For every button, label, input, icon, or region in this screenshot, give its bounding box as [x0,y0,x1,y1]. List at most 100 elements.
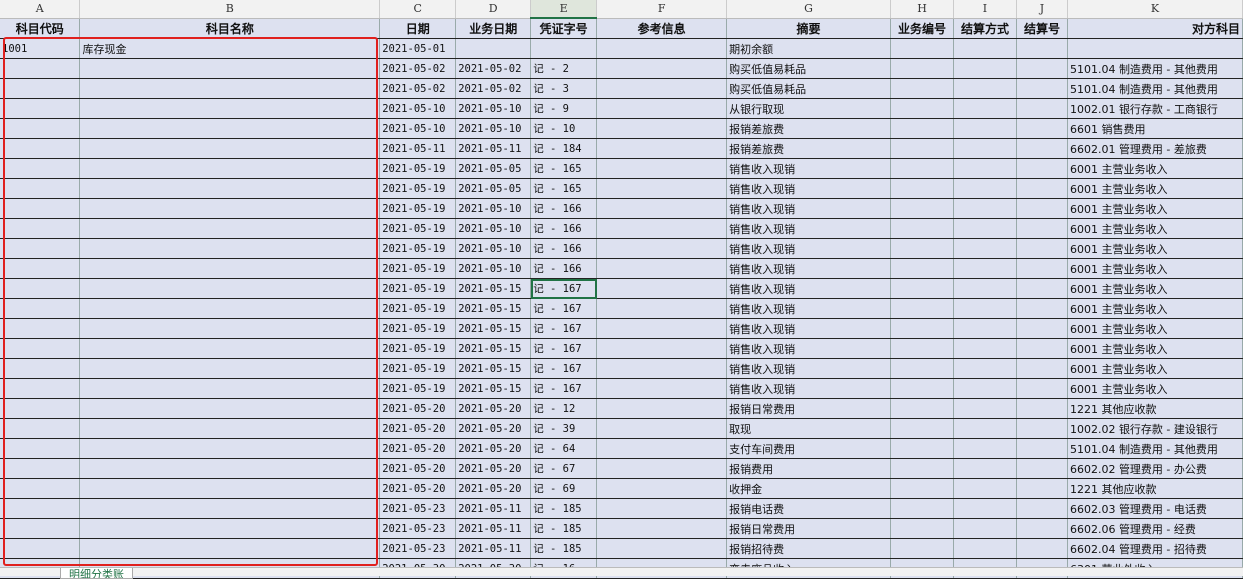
cell-E[interactable]: 记 - 167 [530,358,598,379]
cell-B[interactable] [79,518,381,539]
cell-J[interactable] [1016,238,1068,259]
cell-C[interactable]: 2021-05-19 [379,178,457,199]
cell-A[interactable] [0,478,81,499]
cell-H[interactable] [890,178,954,199]
cell-G[interactable]: 销售收入现销 [726,278,891,299]
cell-J[interactable] [1016,518,1068,539]
cell-F[interactable] [596,398,728,419]
cell-B[interactable] [79,458,381,479]
cell-D[interactable]: 2021-05-20 [455,438,532,459]
cell-I[interactable] [953,158,1017,179]
cell-D[interactable]: 2021-05-10 [455,238,532,259]
cell-I[interactable] [953,438,1017,459]
cell-I[interactable] [953,38,1017,59]
cell-G[interactable]: 收押金 [726,478,891,499]
cell-I[interactable] [953,338,1017,359]
cell-D[interactable]: 2021-05-10 [455,98,532,119]
cell-J[interactable] [1016,138,1068,159]
cell-A[interactable] [0,78,81,99]
cell-H[interactable] [890,278,954,299]
cell-J[interactable] [1016,58,1068,79]
cell-D[interactable]: 2021-05-05 [455,158,532,179]
cell-E[interactable]: 记 - 185 [530,538,598,559]
cell-F[interactable] [596,98,728,119]
cell-D[interactable]: 2021-05-11 [455,498,532,519]
cell-C[interactable]: 2021-05-19 [379,318,457,339]
cell-F[interactable] [596,118,728,139]
cell-I[interactable] [953,118,1017,139]
cell-K[interactable]: 6001 主营业务收入 [1067,278,1243,299]
column-header-E[interactable]: E [530,0,598,19]
cell-K[interactable]: 6602.06 管理费用 - 经费 [1067,518,1243,539]
cell-K[interactable]: 1002.02 银行存款 - 建设银行 [1067,418,1243,439]
cell-K[interactable]: 6601 销售费用 [1067,118,1243,139]
cell-E[interactable]: 记 - 12 [530,398,598,419]
cell-F[interactable] [596,318,728,339]
cell-K[interactable]: 6602.02 管理费用 - 办公费 [1067,458,1243,479]
cell-C[interactable]: 2021-05-02 [379,78,457,99]
cell-H[interactable] [890,38,954,59]
cell-I[interactable] [953,238,1017,259]
cell-K[interactable]: 6001 主营业务收入 [1067,298,1243,319]
cell-E[interactable]: 记 - 3 [530,78,598,99]
cell-J[interactable] [1016,118,1068,139]
cell-B[interactable]: 库存现金 [79,38,381,59]
cell-K[interactable]: 6001 主营业务收入 [1067,318,1243,339]
cell-B[interactable] [79,438,381,459]
cell-J[interactable] [1016,158,1068,179]
cell-I[interactable] [953,418,1017,439]
cell-G[interactable]: 报销招待费 [726,538,891,559]
cell-C[interactable]: 2021-05-19 [379,198,457,219]
cell-H[interactable] [890,538,954,559]
cell-A[interactable] [0,278,81,299]
cell-K[interactable]: 6001 主营业务收入 [1067,218,1243,239]
cell-G[interactable]: 销售收入现销 [726,158,891,179]
cell-F[interactable] [596,198,728,219]
cell-A[interactable] [0,98,81,119]
cell-H[interactable] [890,438,954,459]
cell-D[interactable]: 2021-05-20 [455,418,532,439]
cell-J[interactable] [1016,78,1068,99]
cell-K[interactable]: 6001 主营业务收入 [1067,338,1243,359]
cell-C[interactable]: 2021-05-19 [379,358,457,379]
cell-J[interactable] [1016,358,1068,379]
cell-H[interactable] [890,118,954,139]
cell-J[interactable] [1016,498,1068,519]
cell-K[interactable]: 1221 其他应收款 [1067,398,1243,419]
cell-J[interactable] [1016,218,1068,239]
cell-E[interactable]: 记 - 69 [530,478,598,499]
cell-B[interactable] [79,178,381,199]
cell-G[interactable]: 销售收入现销 [726,298,891,319]
cell-H[interactable] [890,98,954,119]
cell-D[interactable]: 2021-05-10 [455,218,532,239]
cell-A[interactable] [0,58,81,79]
cell-B[interactable] [79,318,381,339]
cell-C[interactable]: 2021-05-23 [379,538,457,559]
cell-J[interactable] [1016,538,1068,559]
cell-D[interactable]: 2021-05-05 [455,178,532,199]
cell-C[interactable]: 2021-05-20 [379,418,457,439]
cell-G[interactable]: 报销差旅费 [726,118,891,139]
cell-H[interactable] [890,338,954,359]
cell-F[interactable] [596,78,728,99]
cell-F[interactable] [596,258,728,279]
cell-I[interactable] [953,98,1017,119]
cell-I[interactable] [953,518,1017,539]
cell-H[interactable] [890,158,954,179]
cell-E[interactable]: 记 - 166 [530,258,598,279]
cell-A[interactable] [0,378,81,399]
cell-C[interactable]: 2021-05-19 [379,218,457,239]
cell-I[interactable] [953,398,1017,419]
cell-J[interactable] [1016,278,1068,299]
cell-D[interactable]: 2021-05-02 [455,78,532,99]
cell-G[interactable]: 销售收入现销 [726,198,891,219]
column-header-I[interactable]: I [953,0,1017,19]
cell-G[interactable]: 销售收入现销 [726,258,891,279]
cell-I[interactable] [953,358,1017,379]
cell-G[interactable]: 销售收入现销 [726,358,891,379]
cell-F[interactable] [596,358,728,379]
cell-E[interactable]: 记 - 165 [530,158,598,179]
cell-B[interactable] [79,258,381,279]
cell-F[interactable] [596,138,728,159]
